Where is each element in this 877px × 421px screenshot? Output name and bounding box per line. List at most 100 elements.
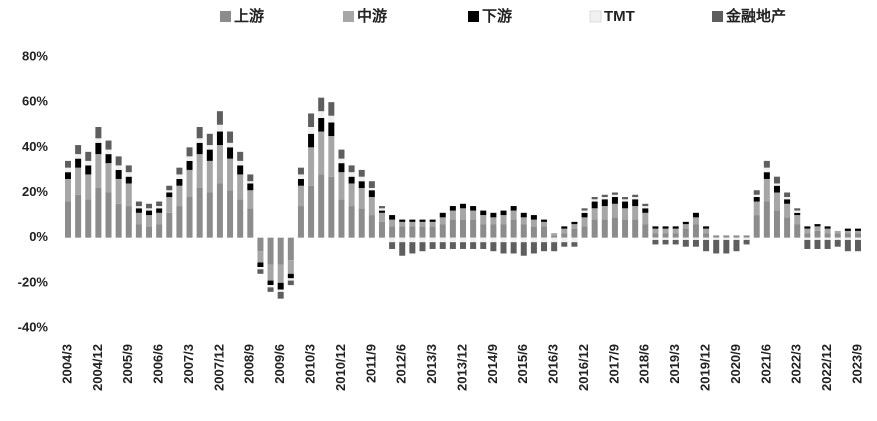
bar-segment (196, 138, 203, 143)
x-tick-label: 2011/9 (363, 344, 378, 383)
bar-segment (227, 142, 234, 148)
bar-segment (814, 237, 821, 240)
bar-segment (763, 167, 770, 173)
bar-segment (105, 140, 112, 150)
bar-segment (156, 224, 163, 238)
bar-segment (267, 285, 274, 288)
bar-segment (176, 178, 183, 186)
bar-segment (166, 190, 173, 193)
bar-segment (277, 264, 284, 283)
bar-segment (855, 230, 861, 234)
bar-segment (389, 215, 396, 220)
bar-segment (449, 206, 456, 211)
bar-segment (85, 165, 92, 175)
bar-segment (328, 102, 335, 116)
bar-segment (642, 208, 649, 213)
bar-segment (287, 273, 294, 279)
bar-segment (267, 264, 274, 281)
x-tick-label: 2010/3 (303, 344, 318, 384)
bar-segment (439, 242, 446, 249)
bar-segment (186, 156, 193, 161)
bar-segment (814, 224, 821, 227)
bar-segment (176, 174, 183, 179)
legend-label: 金融地产 (725, 7, 786, 25)
bar-segment (743, 239, 750, 245)
bar-segment (541, 242, 548, 252)
bar-segment (581, 210, 588, 213)
bar-segment (844, 239, 851, 252)
bar-segment (622, 219, 629, 238)
bar-segment (389, 219, 396, 227)
bar-segment (65, 167, 71, 173)
bar-segment (65, 160, 71, 168)
bar-segment (804, 237, 811, 240)
bar-segment (652, 237, 659, 240)
bar-segment (601, 194, 608, 198)
bar-segment (368, 215, 375, 238)
bar-segment (480, 237, 487, 243)
bar-segment (277, 289, 284, 292)
bar-segment (551, 237, 558, 243)
bar-segment (470, 237, 477, 243)
bar-segment (419, 242, 426, 252)
bar-segment (773, 183, 780, 186)
bar-segment (541, 221, 548, 227)
bar-segment (460, 203, 466, 209)
bar-segment (389, 242, 396, 249)
bar-segment (378, 212, 385, 222)
y-tick-label: 0% (29, 229, 48, 244)
bar-segment (601, 197, 608, 200)
bar-segment (530, 226, 537, 238)
bar-segment (581, 217, 588, 227)
bar-segment (227, 147, 234, 159)
bar-segment (257, 251, 264, 263)
bar-segment (358, 169, 365, 177)
bar-segment (449, 219, 456, 238)
x-tick-label: 2009/6 (272, 344, 287, 384)
bar-segment (85, 199, 92, 238)
bar-segment (449, 242, 456, 249)
bar-segment (855, 233, 861, 238)
bar-segment (328, 176, 335, 238)
bar-segment (237, 160, 244, 166)
bar-segment (85, 151, 92, 161)
bar-segment (297, 178, 304, 186)
y-tick-label: -20% (18, 274, 49, 289)
bar-segment (186, 160, 193, 170)
bar-segment (490, 242, 497, 252)
bar-segment (561, 226, 568, 229)
bar-segment (682, 224, 689, 229)
bar-segment (632, 194, 639, 198)
bar-segment (794, 224, 801, 238)
bar-segment (216, 111, 223, 125)
bar-segment (297, 206, 304, 238)
bar-segment (844, 230, 851, 234)
bar-segment (449, 210, 456, 220)
bar-segment (216, 145, 223, 184)
bar-segment (146, 203, 153, 209)
bar-segment (460, 242, 466, 249)
bar-segment (591, 199, 598, 202)
bar-segment (115, 165, 122, 170)
bar-segment (237, 151, 244, 161)
bar-segment (328, 115, 335, 123)
bar-segment (794, 208, 801, 211)
bar-segment (65, 172, 71, 179)
bar-segment (652, 226, 659, 229)
x-tick-label: 2006/6 (151, 344, 166, 384)
bar-segment (672, 233, 679, 238)
legend-label: 中游 (357, 7, 387, 25)
bar-segment (277, 237, 284, 265)
bar-segment (105, 154, 112, 164)
bar-segment (135, 201, 142, 207)
bar-segment (95, 187, 102, 238)
bar-segment (601, 199, 608, 207)
bar-segment (713, 239, 720, 254)
bar-segment (409, 219, 416, 222)
bar-segment (439, 224, 446, 238)
bar-segment (541, 226, 548, 238)
legend-swatch (343, 11, 354, 22)
bar-segment (814, 230, 821, 238)
bar-segment (257, 269, 264, 274)
